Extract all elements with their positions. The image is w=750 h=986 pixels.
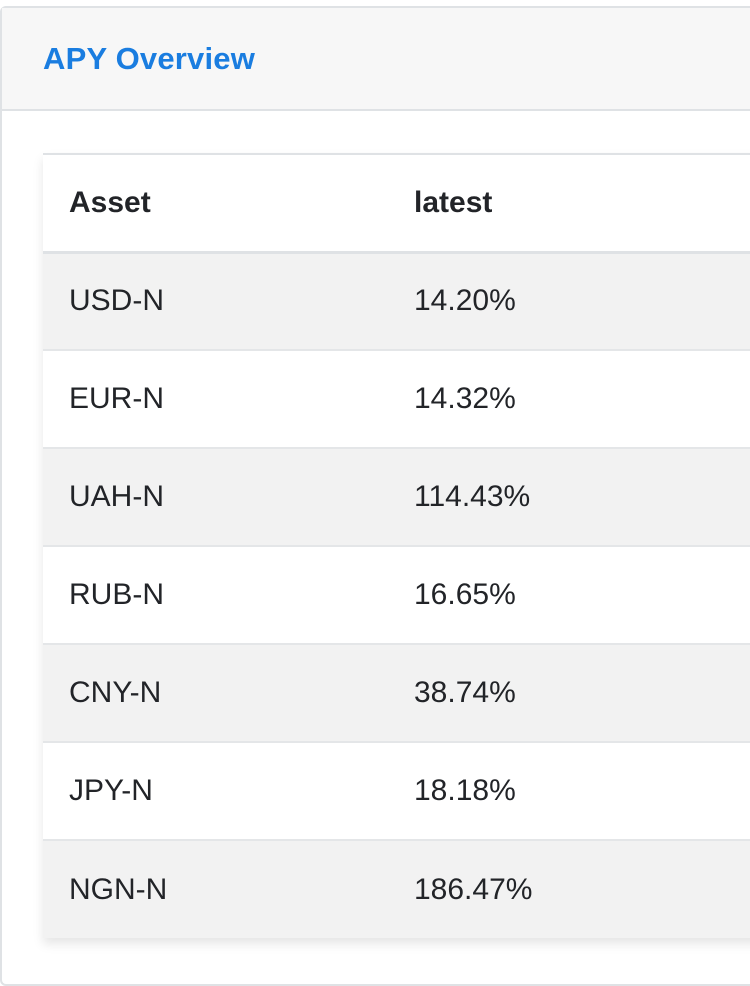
column-header-asset: Asset	[43, 153, 414, 254]
latest-apy-cell: 114.43%	[414, 448, 750, 547]
asset-cell: USD-N	[43, 252, 414, 351]
table-row: UAH-N 114.43%	[43, 448, 750, 547]
table-header-row: Asset latest	[43, 153, 750, 254]
apy-table: Asset latest USD-N 14.20% EUR-N 14.32% U…	[43, 153, 750, 938]
asset-cell: RUB-N	[43, 546, 414, 645]
column-header-latest: latest	[414, 153, 750, 254]
asset-cell: NGN-N	[69, 872, 168, 906]
apy-overview-card: APY Overview Asset latest USD-N 14.20% E…	[0, 6, 750, 986]
apy-table-container: Asset latest USD-N 14.20% EUR-N 14.32% U…	[43, 153, 750, 938]
latest-apy-cell: 14.20%	[414, 252, 750, 351]
table-row: EUR-N 14.32%	[43, 350, 750, 449]
latest-apy-cell: 18.18%	[414, 742, 750, 841]
asset-cell: EUR-N	[43, 350, 414, 449]
asset-cell: UAH-N	[43, 448, 414, 547]
card-header: APY Overview	[2, 8, 750, 111]
table-row: CNY-N 38.74%	[43, 644, 750, 743]
card-title: APY Overview	[43, 40, 256, 76]
table-header: Asset latest	[43, 153, 750, 254]
table-row: RUB-N 16.65%	[43, 546, 750, 645]
latest-apy-cell: 14.32%	[414, 350, 750, 449]
latest-apy-cell: 38.74%	[414, 644, 750, 743]
table-row: JPY-N 18.18%	[43, 742, 750, 841]
table-body: USD-N 14.20% EUR-N 14.32% UAH-N 114.43% …	[43, 252, 750, 938]
latest-apy-cell: 16.65%	[414, 546, 750, 645]
table-row: NGN-N 186.47%	[43, 840, 750, 938]
table-row: USD-N 14.20%	[43, 252, 750, 351]
latest-apy-cell: 186.47%	[414, 872, 533, 906]
asset-cell: CNY-N	[43, 644, 414, 743]
asset-cell: JPY-N	[43, 742, 414, 841]
